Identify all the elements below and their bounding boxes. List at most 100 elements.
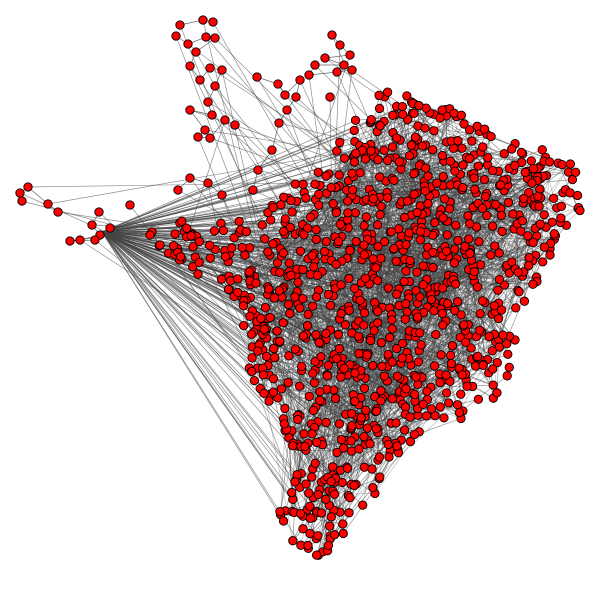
node: [371, 263, 381, 273]
node: [195, 75, 205, 85]
node: [382, 193, 393, 203]
node: [344, 273, 354, 284]
node: [188, 262, 198, 272]
node: [450, 279, 461, 289]
edge: [318, 171, 405, 218]
node: [339, 363, 349, 374]
node: [186, 231, 196, 241]
node: [379, 237, 390, 247]
node: [435, 402, 445, 412]
node: [426, 404, 437, 414]
node: [338, 443, 349, 453]
node: [237, 242, 247, 253]
node: [397, 101, 408, 112]
node: [183, 39, 193, 49]
node: [373, 241, 383, 252]
node: [191, 47, 201, 57]
node: [439, 413, 449, 423]
node: [350, 396, 360, 406]
node: [208, 17, 218, 27]
node: [457, 143, 467, 153]
edge: [386, 394, 415, 441]
node: [312, 270, 323, 280]
node: [387, 142, 398, 152]
node: [311, 225, 321, 235]
node: [508, 209, 518, 219]
node: [105, 223, 115, 233]
node: [404, 151, 415, 161]
node: [194, 236, 204, 247]
node: [276, 200, 286, 210]
node: [326, 476, 336, 487]
edge: [377, 178, 393, 323]
edge: [339, 368, 494, 513]
node: [444, 398, 454, 408]
node: [388, 110, 398, 121]
node: [334, 344, 344, 354]
node: [303, 309, 313, 320]
node: [376, 253, 386, 263]
node: [175, 252, 186, 262]
node: [207, 110, 217, 120]
node: [307, 301, 318, 311]
node: [516, 147, 527, 158]
node: [401, 384, 411, 394]
node: [355, 295, 365, 305]
node: [344, 305, 354, 315]
node: [249, 375, 260, 386]
node: [479, 124, 490, 134]
edge: [429, 112, 563, 166]
node: [392, 289, 402, 299]
node: [256, 313, 266, 324]
node: [314, 189, 324, 199]
node: [288, 441, 298, 451]
node: [275, 336, 285, 346]
edge: [390, 200, 408, 233]
node: [347, 168, 357, 178]
node: [290, 292, 300, 302]
node: [323, 540, 334, 551]
node: [268, 374, 279, 384]
node: [287, 487, 297, 498]
node: [223, 284, 234, 295]
node: [314, 200, 324, 210]
node: [445, 350, 456, 361]
node: [203, 178, 213, 188]
node: [454, 407, 465, 418]
node: [338, 519, 348, 529]
edge: [330, 305, 460, 371]
node: [458, 182, 468, 193]
node: [205, 133, 215, 143]
node: [432, 178, 442, 188]
node: [472, 282, 483, 292]
node: [528, 237, 538, 248]
node: [230, 120, 240, 130]
node: [278, 226, 289, 237]
node: [332, 353, 342, 364]
node: [456, 110, 467, 120]
edge: [455, 257, 530, 285]
node: [325, 92, 335, 102]
node: [435, 377, 445, 388]
node: [384, 452, 394, 462]
edge: [387, 175, 547, 193]
edge: [337, 243, 523, 277]
node: [478, 142, 488, 152]
node: [449, 258, 460, 268]
node: [265, 312, 275, 323]
node: [441, 388, 452, 398]
node: [453, 235, 463, 246]
node: [421, 411, 432, 421]
node: [53, 207, 63, 217]
edge: [431, 313, 481, 410]
node: [519, 296, 530, 306]
node: [298, 264, 308, 275]
node: [387, 324, 397, 334]
node: [438, 172, 448, 182]
node: [350, 115, 361, 125]
node: [443, 298, 453, 309]
node: [260, 234, 270, 244]
node: [478, 360, 488, 370]
node: [409, 189, 419, 199]
